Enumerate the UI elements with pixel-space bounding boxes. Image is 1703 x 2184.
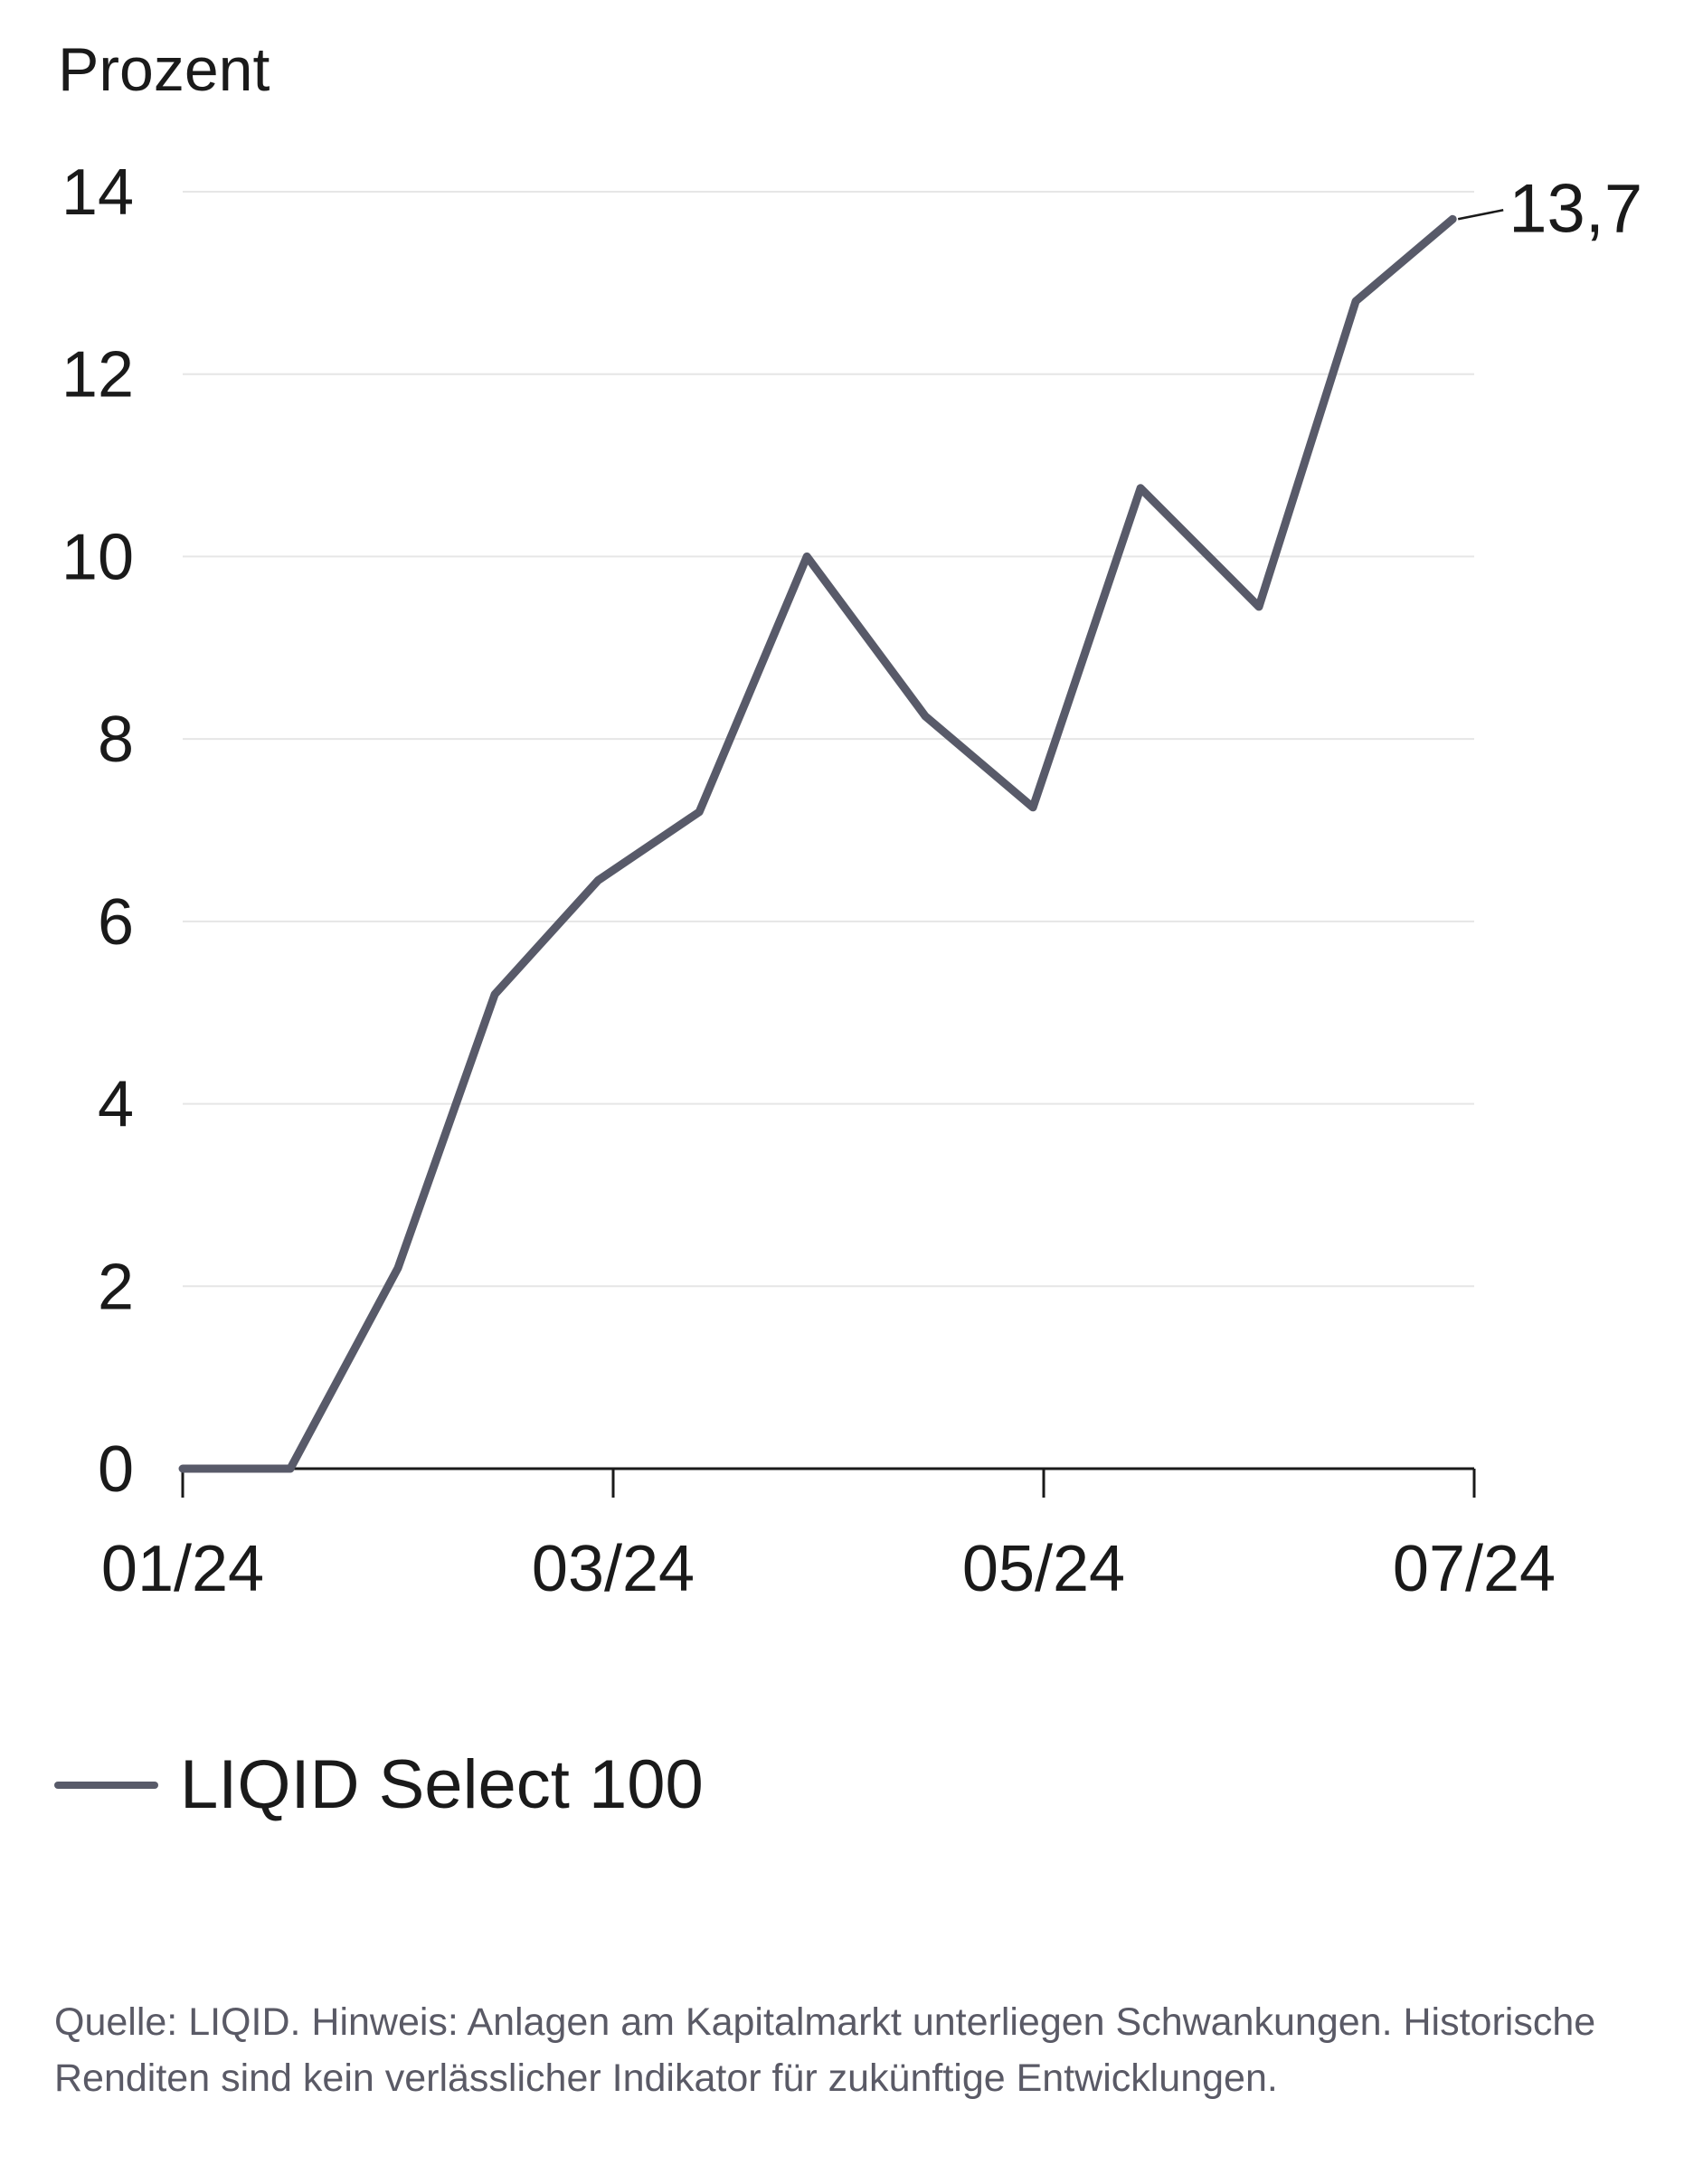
annotations: 13,7 <box>1457 170 1642 247</box>
y-tick-label-6: 6 <box>98 886 134 959</box>
legend-label: LIQID Select 100 <box>180 1746 704 1823</box>
source-footnote: Quelle: LIQID. Hinweis: Anlagen am Kapit… <box>54 2000 1596 2100</box>
x-tick-label-05/24: 05/24 <box>962 1533 1125 1605</box>
series-lines <box>178 214 1457 1473</box>
x-tick-label-01/24: 01/24 <box>101 1533 264 1605</box>
legend: LIQID Select 100 <box>54 1745 704 1824</box>
x-tick-label-07/24: 07/24 <box>1393 1533 1556 1605</box>
line-chart: Prozent 0 2 4 6 8 10 12 14 01/24 03/24 05/24 07/24… <box>58 35 1642 1605</box>
series-line-0 <box>178 214 1457 1473</box>
y-tick-label-2: 2 <box>98 1251 134 1323</box>
y-tick-label-10: 10 <box>61 521 134 593</box>
x-tick-label-03/24: 03/24 <box>532 1533 695 1605</box>
y-tick-label-12: 12 <box>61 339 134 411</box>
x-tick-labels: 01/24 03/24 05/24 07/24 <box>101 1533 1556 1605</box>
y-tick-label-8: 8 <box>98 704 134 776</box>
x-axis <box>181 1467 1476 1498</box>
legend-swatch-liqid-select-100 <box>54 1781 158 1789</box>
y-axis-label: Prozent <box>58 35 270 104</box>
annotation-label-0: 13,7 <box>1509 170 1642 247</box>
y-tick-label-4: 4 <box>98 1069 134 1141</box>
y-tick-labels: 0 2 4 6 8 10 12 14 <box>61 156 134 1506</box>
annotation-leader-0 <box>1457 209 1504 221</box>
y-tick-label-14: 14 <box>61 156 134 229</box>
y-tick-label-0: 0 <box>98 1433 134 1506</box>
grid-lines <box>183 191 1474 1288</box>
